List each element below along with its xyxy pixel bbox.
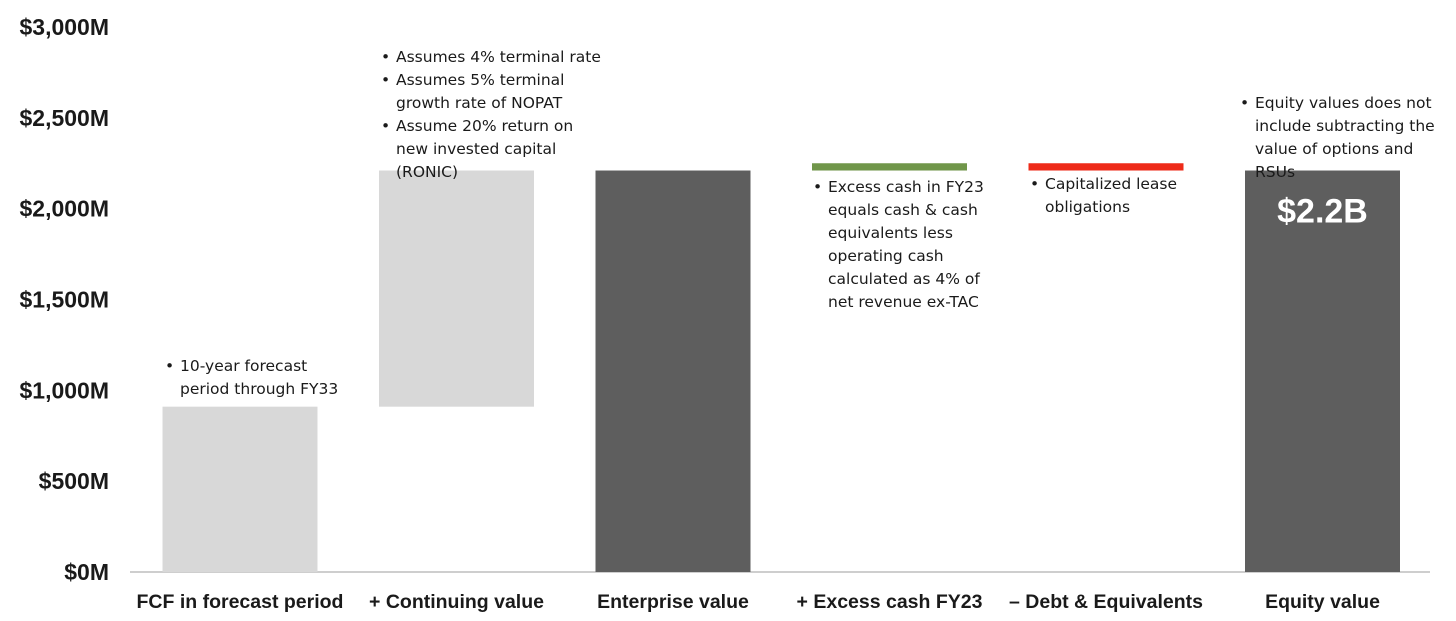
- x-axis-labels: FCF in forecast period + Continuing value…: [137, 591, 1381, 613]
- x-tick-label: + Continuing value: [369, 591, 544, 613]
- note-debt-item: Capitalized lease obligations: [1030, 173, 1190, 219]
- x-tick-label: – Debt & Equivalents: [1009, 591, 1203, 613]
- y-axis-ticks: $0M $500M $1,000M $1,500M $2,000M $2,500M $3,0…: [19, 14, 109, 585]
- y-tick-label: $1,000M: [19, 377, 109, 403]
- bars: [162, 163, 1400, 572]
- y-tick-label: $0M: [64, 559, 109, 585]
- note-continuing-item: Assume 20% return on new invested capita…: [381, 115, 606, 184]
- bar-decrease: [1028, 163, 1184, 171]
- bar-total: [1245, 170, 1400, 572]
- bar-increase: [812, 163, 967, 171]
- bar-total: [595, 170, 751, 572]
- y-tick-label: $3,000M: [19, 14, 109, 40]
- note-continuing-value: Assumes 4% terminal rate Assumes 5% term…: [381, 46, 606, 184]
- note-continuing-item: Assumes 4% terminal rate: [381, 46, 606, 69]
- note-debt: Capitalized lease obligations: [1030, 173, 1190, 219]
- bar-increase: [162, 406, 318, 572]
- note-excess-cash-item: Excess cash in FY23 equals cash & cash e…: [813, 176, 1003, 314]
- data-label: $2.2B: [1277, 193, 1368, 231]
- note-equity-item: Equity values does not include subtracti…: [1240, 92, 1440, 184]
- x-tick-label: + Excess cash FY23: [797, 591, 983, 613]
- bar-increase: [379, 170, 534, 407]
- x-tick-label: FCF in forecast period: [137, 591, 344, 613]
- note-equity: Equity values does not include subtracti…: [1240, 92, 1440, 184]
- y-tick-label: $1,500M: [19, 287, 109, 313]
- note-continuing-item: Assumes 5% terminal growth rate of NOPAT: [381, 69, 606, 115]
- data-labels: $2.2B: [1277, 193, 1368, 231]
- note-fcf-item: 10-year forecast period through FY33: [165, 355, 345, 401]
- y-tick-label: $2,500M: [19, 105, 109, 131]
- note-fcf: 10-year forecast period through FY33: [165, 355, 345, 401]
- x-tick-label: Equity value: [1265, 591, 1380, 613]
- y-tick-label: $500M: [39, 468, 109, 494]
- y-tick-label: $2,000M: [19, 196, 109, 222]
- x-tick-label: Enterprise value: [597, 591, 749, 613]
- note-excess-cash: Excess cash in FY23 equals cash & cash e…: [813, 176, 1003, 314]
